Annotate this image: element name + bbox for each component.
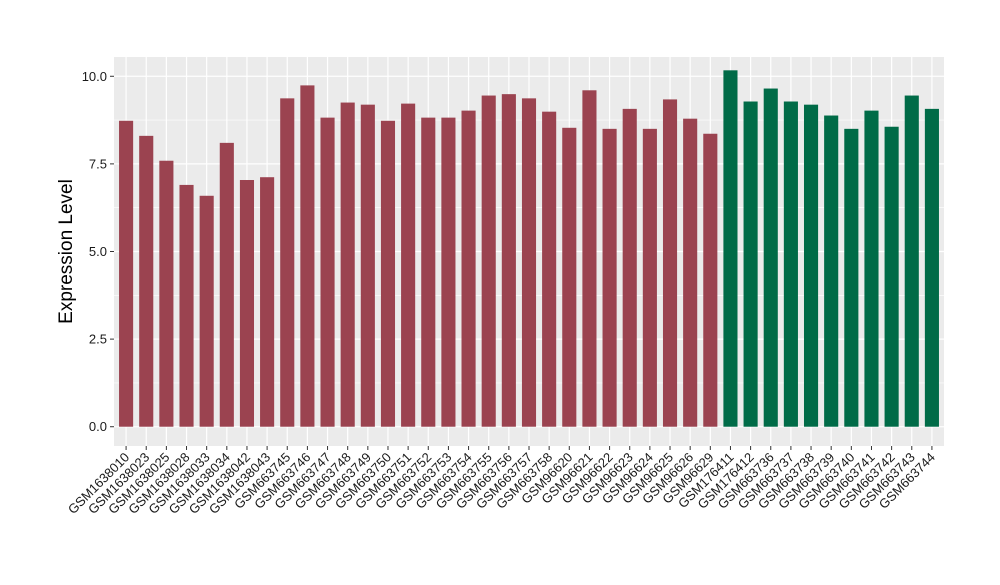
bar-gsm663756 <box>501 94 516 427</box>
bar-gsm663758 <box>542 111 557 427</box>
bar-gsm663743 <box>904 95 919 427</box>
bar-gsm176412 <box>743 101 758 427</box>
bar-gsm663751 <box>401 103 416 427</box>
x-axis: GSM1638010GSM1638023GSM1638025GSM1638028… <box>65 446 938 517</box>
y-axis-title: Expression Level <box>56 179 77 324</box>
bar-gsm663755 <box>481 95 496 427</box>
bar-gsm663742 <box>884 126 899 427</box>
y-tick-label: 10.0 <box>82 69 107 84</box>
bar-gsm663736 <box>763 88 778 427</box>
y-tick-label: 7.5 <box>89 156 107 171</box>
bar-gsm96620 <box>562 127 577 427</box>
bar-gsm96621 <box>582 90 597 427</box>
bar-gsm663744 <box>924 108 939 427</box>
bar-gsm663745 <box>280 98 295 427</box>
bar-gsm663750 <box>380 120 396 427</box>
y-tick-label: 0.0 <box>89 419 107 434</box>
bar-gsm663739 <box>824 115 839 427</box>
bar-gsm663748 <box>340 102 355 427</box>
bar-gsm96629 <box>703 133 718 427</box>
bar-gsm663738 <box>803 104 819 427</box>
y-tick-label: 5.0 <box>89 244 107 259</box>
bar-gsm663740 <box>844 128 859 427</box>
bar-gsm96624 <box>642 128 657 427</box>
bar-gsm96622 <box>602 128 617 427</box>
bar-gsm663741 <box>864 110 879 427</box>
bar-gsm96623 <box>622 108 637 427</box>
bar-gsm1638043 <box>260 177 275 427</box>
y-axis: 0.0 2.5 5.0 7.5 10.0 <box>82 69 114 434</box>
bar-gsm1638034 <box>219 142 234 427</box>
bar-gsm663752 <box>421 117 436 427</box>
bar-gsm1638033 <box>199 195 214 427</box>
bar-gsm1638010 <box>119 120 134 427</box>
bar-gsm663749 <box>360 104 375 427</box>
bar-gsm663753 <box>441 117 456 427</box>
bar-gsm1638023 <box>139 135 154 427</box>
bar-gsm663754 <box>461 110 476 427</box>
bar-gsm96626 <box>683 118 698 427</box>
bar-gsm1638025 <box>159 160 174 427</box>
bars-group <box>119 70 939 427</box>
bar-gsm663757 <box>521 98 537 427</box>
y-tick-label: 2.5 <box>89 332 107 347</box>
bar-gsm96625 <box>662 99 678 427</box>
bar-gsm1638042 <box>239 180 255 427</box>
bar-gsm663747 <box>320 117 335 427</box>
bar-gsm176411 <box>723 70 738 427</box>
bar-gsm663737 <box>783 101 798 427</box>
bar-gsm663746 <box>300 85 315 427</box>
bar-gsm1638028 <box>179 184 194 427</box>
